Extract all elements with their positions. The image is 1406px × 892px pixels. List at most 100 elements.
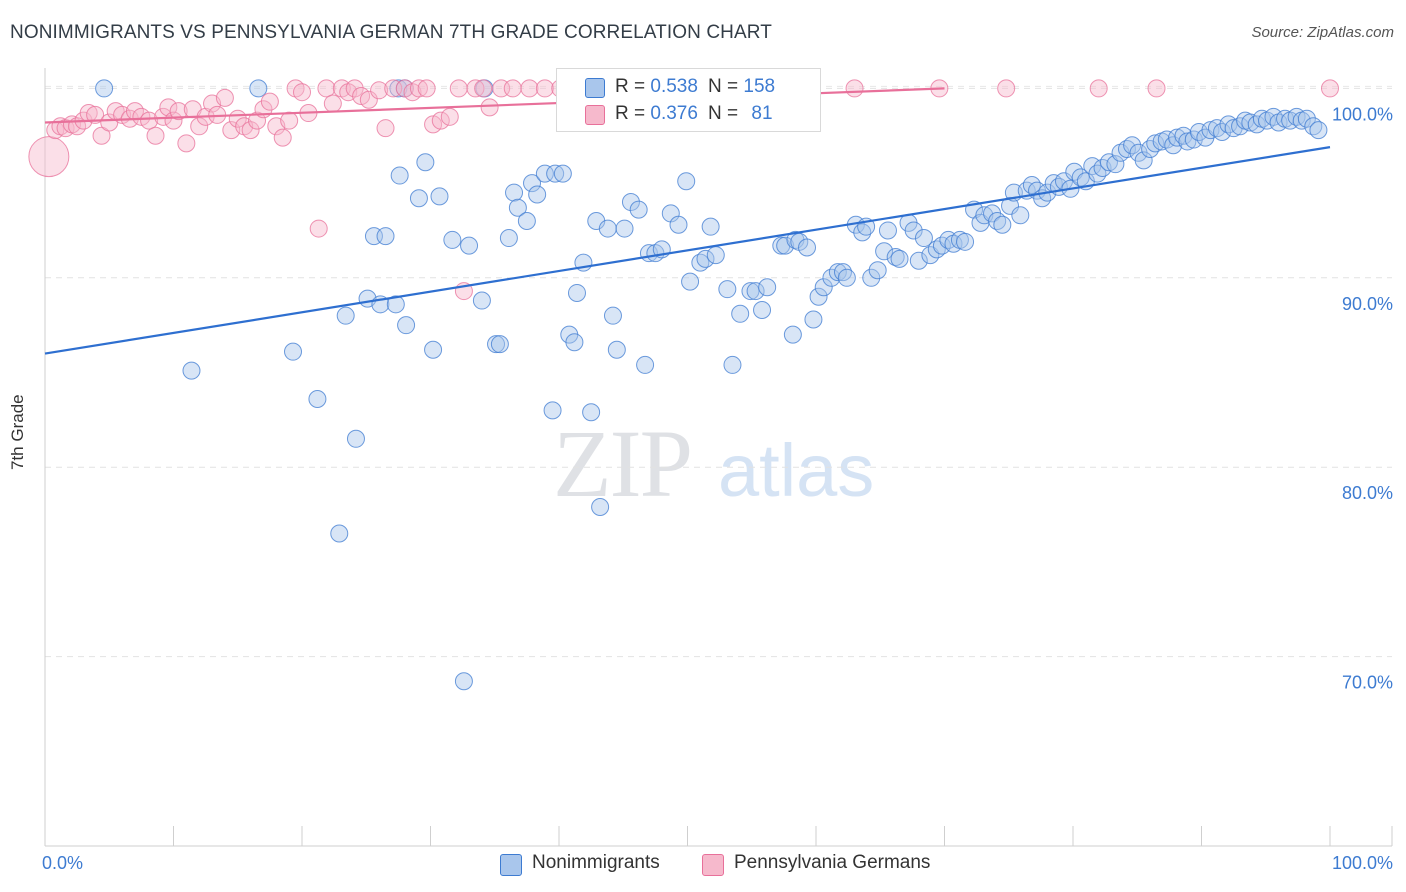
data-point-nonimmigrants (603, 306, 622, 325)
data-point-nonimmigrants (741, 282, 760, 301)
data-point-pennsylvania-germans (159, 98, 178, 117)
data-point-nonimmigrants (909, 251, 928, 270)
data-point-nonimmigrants (523, 174, 542, 193)
data-point-pennsylvania-germans (1089, 79, 1108, 98)
data-point-pennsylvania-germans (177, 134, 196, 153)
data-point-nonimmigrants (598, 219, 617, 238)
legend-r-label: R = (615, 103, 651, 124)
data-point-pennsylvania-germans (466, 79, 485, 98)
chart-title: NONIMMIGRANTS VS PENNSYLVANIA GERMAN 7TH… (10, 22, 772, 43)
data-point-nonimmigrants (798, 238, 817, 257)
data-point-nonimmigrants (706, 246, 725, 265)
data-point-nonimmigrants (677, 172, 696, 191)
correlation-legend: R = 0.538 N = 158 R = 0.376 N = 81 (556, 68, 821, 132)
legend-r-value: 0.376 (650, 103, 698, 124)
data-point-nonimmigrants (430, 187, 449, 206)
x-tick-label: 100.0% (1332, 853, 1393, 873)
data-point-nonimmigrants (1146, 134, 1165, 153)
data-point-pennsylvania-germans (317, 79, 336, 98)
legend-swatch-pink (702, 854, 724, 876)
data-point-nonimmigrants (389, 79, 408, 98)
data-point-nonimmigrants (472, 291, 491, 310)
data-point-pennsylvania-germans (86, 105, 105, 124)
legend-swatch-blue (585, 78, 605, 98)
data-point-pennsylvania-germans (260, 92, 279, 111)
data-point-nonimmigrants (397, 316, 416, 335)
data-point-nonimmigrants (804, 310, 823, 329)
data-point-nonimmigrants (669, 215, 688, 234)
data-point-nonimmigrants (1213, 122, 1232, 141)
legend-n: N = 81 (708, 103, 773, 125)
data-point-nonimmigrants (1264, 107, 1283, 126)
data-point-nonimmigrants (416, 153, 435, 172)
legend-n-value: 81 (751, 103, 773, 124)
data-point-nonimmigrants (567, 283, 586, 302)
data-point-pennsylvania-germans (241, 121, 260, 140)
data-point-nonimmigrants (993, 215, 1012, 234)
data-point-nonimmigrants (783, 325, 802, 344)
data-point-nonimmigrants (390, 166, 409, 185)
tick-labels: 70.0% 80.0% 90.0% 100.0% 0.0% 100.0% (42, 104, 1393, 873)
data-point-nonimmigrants (1011, 206, 1030, 225)
series-pennsylvania-germans (28, 79, 1339, 301)
data-point-pennsylvania-germans (359, 90, 378, 109)
data-point-nonimmigrants (701, 217, 720, 236)
data-point-nonimmigrants (837, 268, 856, 287)
legend-label: Nonimmigrants (532, 852, 660, 873)
data-point-nonimmigrants (1106, 155, 1125, 174)
data-point-nonimmigrants (1309, 121, 1328, 140)
data-point-pennsylvania-germans (431, 111, 450, 130)
data-point-nonimmigrants (814, 278, 833, 297)
data-point-nonimmigrants (535, 164, 554, 183)
data-point-nonimmigrants (330, 524, 349, 543)
data-point-nonimmigrants (460, 236, 479, 255)
data-point-nonimmigrants (1201, 121, 1220, 140)
data-point-nonimmigrants (868, 261, 887, 280)
data-point-nonimmigrants (615, 219, 634, 238)
data-point-pennsylvania-germans (440, 107, 459, 126)
data-point-pennsylvania-germans (1147, 79, 1166, 98)
data-point-nonimmigrants (718, 280, 737, 299)
data-point-pennsylvania-germans (92, 126, 111, 145)
data-point-nonimmigrants (878, 221, 897, 240)
data-point-nonimmigrants (890, 249, 909, 268)
legend-label: Pennsylvania Germans (734, 852, 931, 873)
data-point-nonimmigrants (1022, 176, 1041, 195)
data-point-pennsylvania-germans (535, 79, 554, 98)
data-point-nonimmigrants (776, 236, 795, 255)
data-point-nonimmigrants (1297, 109, 1316, 128)
data-point-nonimmigrants (336, 306, 355, 325)
data-point-pennsylvania-germans (1321, 79, 1339, 98)
data-point-nonimmigrants (809, 287, 828, 306)
legend-swatch-pink (585, 105, 605, 125)
data-point-pennsylvania-germans (140, 111, 159, 130)
data-point-pennsylvania-germans (28, 136, 70, 178)
watermark-atlas: atlas (718, 429, 875, 512)
data-point-nonimmigrants (1088, 164, 1107, 183)
legend-n-label: N = (708, 76, 744, 97)
data-point-nonimmigrants (543, 401, 562, 420)
data-point-nonimmigrants (956, 232, 975, 251)
data-point-pennsylvania-germans (376, 119, 395, 138)
data-point-nonimmigrants (546, 164, 565, 183)
data-point-nonimmigrants (1134, 151, 1153, 170)
data-point-nonimmigrants (828, 263, 847, 282)
data-point-nonimmigrants (182, 361, 201, 380)
data-point-nonimmigrants (346, 429, 365, 448)
data-point-pennsylvania-germans (449, 79, 468, 98)
data-point-pennsylvania-germans (474, 79, 493, 98)
data-point-nonimmigrants (376, 227, 395, 246)
data-point-nonimmigrants (1001, 196, 1020, 215)
data-point-pennsylvania-germans (417, 79, 436, 98)
data-point-nonimmigrants (591, 497, 610, 516)
data-point-nonimmigrants (731, 304, 750, 323)
legend-n-value: 158 (743, 76, 776, 97)
data-point-nonimmigrants (862, 268, 881, 287)
data-point-pennsylvania-germans (997, 79, 1016, 98)
data-point-nonimmigrants (249, 79, 268, 98)
data-point-pennsylvania-germans (280, 111, 299, 130)
data-point-nonimmigrants (553, 164, 572, 183)
data-point-nonimmigrants (636, 355, 655, 374)
data-point-nonimmigrants (607, 340, 626, 359)
data-point-nonimmigrants (499, 229, 518, 248)
